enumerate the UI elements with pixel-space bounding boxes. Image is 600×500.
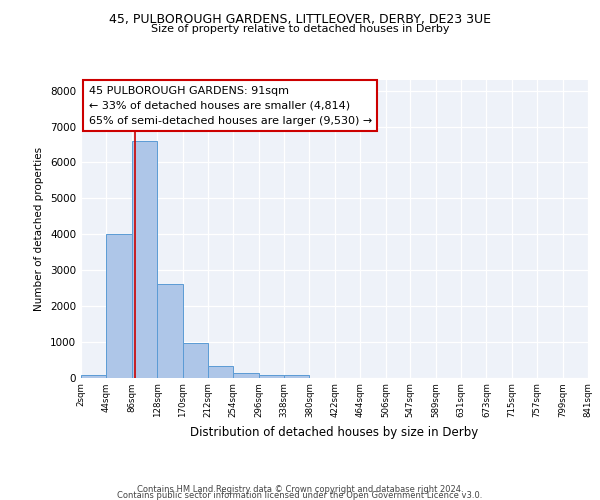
Text: Contains public sector information licensed under the Open Government Licence v3: Contains public sector information licen… xyxy=(118,490,482,500)
Y-axis label: Number of detached properties: Number of detached properties xyxy=(34,146,44,311)
Bar xyxy=(132,141,157,378)
Text: Size of property relative to detached houses in Derby: Size of property relative to detached ho… xyxy=(151,24,449,34)
Text: 45 PULBOROUGH GARDENS: 91sqm
← 33% of detached houses are smaller (4,814)
65% of: 45 PULBOROUGH GARDENS: 91sqm ← 33% of de… xyxy=(89,86,372,126)
Text: Contains HM Land Registry data © Crown copyright and database right 2024.: Contains HM Land Registry data © Crown c… xyxy=(137,484,463,494)
Bar xyxy=(182,344,208,378)
X-axis label: Distribution of detached houses by size in Derby: Distribution of detached houses by size … xyxy=(190,426,479,438)
Bar xyxy=(106,234,132,378)
Bar xyxy=(208,366,233,378)
Bar xyxy=(81,375,106,378)
Text: 45, PULBOROUGH GARDENS, LITTLEOVER, DERBY, DE23 3UE: 45, PULBOROUGH GARDENS, LITTLEOVER, DERB… xyxy=(109,12,491,26)
Bar xyxy=(157,284,182,378)
Bar xyxy=(284,374,310,378)
Bar xyxy=(233,373,259,378)
Bar xyxy=(259,374,284,378)
